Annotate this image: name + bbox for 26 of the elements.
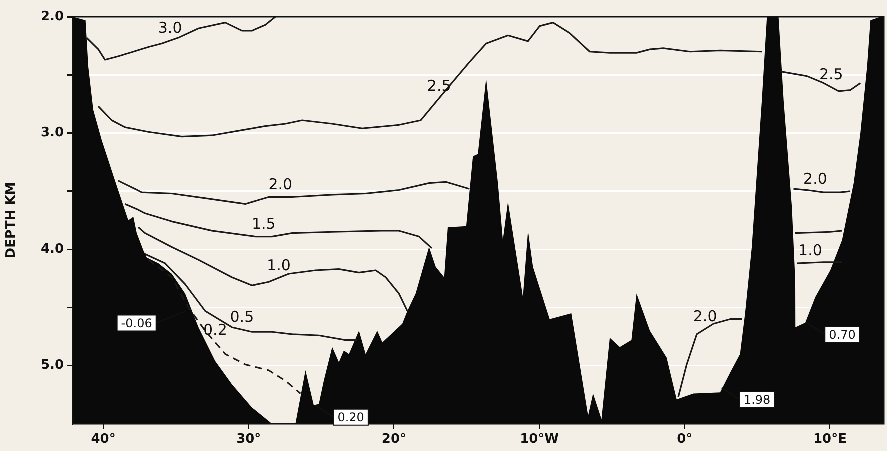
series-label: 2.0 (804, 170, 828, 188)
x-tick-label: 30° (236, 432, 262, 448)
series-label: 0.2 (204, 320, 228, 339)
x-tick-label: 0° (677, 432, 693, 448)
y-axis-title: DEPTH KM (4, 182, 20, 259)
y-tick-label: 2.0 (40, 9, 64, 24)
text: 1.0 (798, 241, 822, 260)
text: 2.0 (268, 176, 293, 194)
annotation: 0.20 (338, 410, 364, 425)
series-label: 1.5 (252, 215, 276, 234)
series-label: 2.5 (427, 76, 452, 95)
y-tick-label: 5.0 (40, 358, 64, 374)
annotation: -0.06 (121, 316, 152, 330)
x-tick-label: 40° (91, 432, 116, 448)
text: 2.0 (693, 308, 718, 326)
x-tick-label: 10°W (520, 432, 560, 448)
x-tick-label: 10°E (813, 432, 847, 448)
y-tick-label: 3.0 (40, 126, 64, 141)
annotation: 0.70 (829, 328, 856, 342)
series-label: 3.0 (158, 19, 182, 38)
annotation: 1.98 (744, 393, 771, 408)
series-label: 0.5 (230, 308, 254, 326)
x-tick-label: 20° (382, 432, 406, 448)
text: 2.5 (819, 66, 844, 84)
y-tick-label: 4.0 (40, 242, 64, 257)
series-label: 1.0 (267, 256, 291, 274)
